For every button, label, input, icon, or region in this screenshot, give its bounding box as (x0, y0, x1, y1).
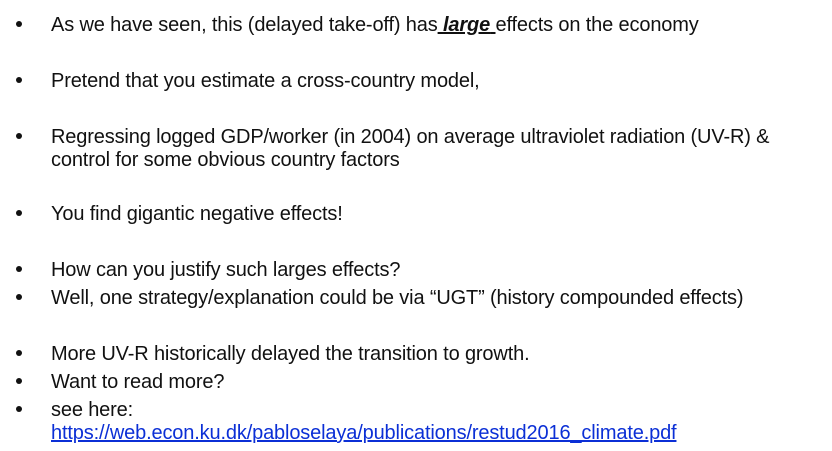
bullet-marker (16, 266, 22, 272)
emphasized-word: large (443, 14, 491, 36)
bullet-text: see here: https://web.econ.ku.dk/pablose… (51, 399, 826, 445)
bullet-marker (16, 21, 22, 27)
bullet-marker (16, 133, 22, 139)
bullet-text-before: As we have seen, this (delayed take-off)… (51, 14, 438, 36)
bullet-text: Want to read more? (51, 371, 225, 393)
bullet-text-after: effects on the economy (495, 14, 699, 36)
bullet-text: Regressing logged GDP/worker (in 2004) o… (51, 126, 826, 172)
bullet-marker (16, 210, 22, 216)
bullet-marker (16, 406, 22, 412)
bullet-marker (16, 378, 22, 384)
bullet-text-line-1: see here: (51, 399, 134, 421)
bullet-text: You find gigantic negative effects! (51, 203, 343, 225)
bullet-marker (16, 77, 22, 83)
bullet-text: Well, one strategy/explanation could be … (51, 287, 744, 309)
bullet-text: How can you justify such larges effects? (51, 259, 401, 281)
bullet-text-line-2: control for some obvious country factors (51, 149, 400, 171)
bullet-marker (16, 350, 22, 356)
bullet-text-line-1: Regressing logged GDP/worker (in 2004) o… (51, 126, 770, 148)
paper-link[interactable]: https://web.econ.ku.dk/pabloselaya/publi… (51, 422, 677, 444)
bullet-text: Pretend that you estimate a cross-countr… (51, 70, 480, 92)
bullet-text: More UV-R historically delayed the trans… (51, 343, 530, 365)
bullet-text: As we have seen, this (delayed take-off)… (51, 14, 826, 37)
bullet-marker (16, 294, 22, 300)
